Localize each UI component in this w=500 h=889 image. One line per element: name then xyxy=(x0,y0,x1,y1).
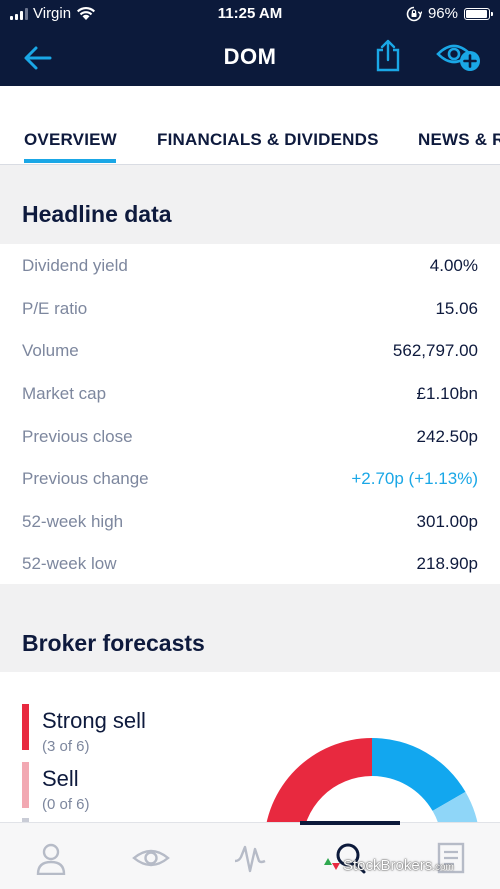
gauge-segment-0 xyxy=(264,738,372,836)
row-value: 562,797.00 xyxy=(392,341,478,360)
pulse-icon[interactable] xyxy=(233,841,267,875)
row-value: 301.00p xyxy=(416,512,478,531)
forecasts-title: Broker forecasts xyxy=(22,630,205,656)
orientation-lock-icon xyxy=(406,6,422,21)
row-label: P/E ratio xyxy=(22,299,88,318)
person-icon[interactable] xyxy=(34,841,68,875)
stockbrokers-watermark: StockBrokers.com xyxy=(323,856,454,874)
forecast-color-bar xyxy=(22,762,29,808)
tab-strip: OVERVIEW FINANCIALS & DIVIDENDS NEWS & R… xyxy=(0,86,500,165)
nav-bar: DOM xyxy=(0,28,500,86)
headline-row: 52-week high 301.00p xyxy=(0,500,500,542)
headline-row: Dividend yield 4.00% xyxy=(0,244,500,286)
row-value: £1.10bn xyxy=(416,384,478,403)
headline-row: Previous change +2.70p (+1.13%) xyxy=(0,457,500,499)
row-label: 52-week high xyxy=(22,512,124,531)
row-label: Previous close xyxy=(22,427,133,446)
watermark-text: StockBrokers xyxy=(343,857,433,874)
headline-row: Market cap £1.10bn xyxy=(0,372,500,414)
forecast-count: (0 of 6) xyxy=(42,796,90,813)
headline-row: P/E ratio 15.06 xyxy=(0,287,500,329)
page-title: DOM xyxy=(223,44,277,69)
status-left: Virgin xyxy=(10,5,96,22)
forecasts-section-header: Broker forecasts xyxy=(0,584,500,672)
signal-icon xyxy=(10,7,28,20)
forecast-color-bar xyxy=(22,704,29,750)
tab-news[interactable]: NEWS & RE xyxy=(418,130,500,149)
forecast-label: Sell xyxy=(42,766,79,791)
search-icon[interactable] xyxy=(333,841,367,875)
active-bottom-tab-indicator xyxy=(300,821,400,825)
headline-title: Headline data xyxy=(22,201,172,227)
tab-financials-dividends[interactable]: FINANCIALS & DIVIDENDS xyxy=(157,130,379,149)
row-label: Volume xyxy=(22,341,79,360)
eye-icon[interactable] xyxy=(132,841,170,875)
row-label: Dividend yield xyxy=(22,256,128,275)
status-time: 11:25 AM xyxy=(217,5,283,22)
stockbrokers-logo-icon xyxy=(324,858,340,870)
headline-row: 52-week low 218.90p xyxy=(0,542,500,584)
row-value: 4.00% xyxy=(429,256,478,275)
row-label: Market cap xyxy=(22,384,107,403)
headline-row: Previous close 242.50p xyxy=(0,415,500,457)
headline-section-header: Headline data xyxy=(0,165,500,244)
forecast-label: Strong sell xyxy=(42,708,146,733)
battery-icon xyxy=(464,7,493,20)
battery-percent: 96% xyxy=(427,5,458,22)
row-value: 218.90p xyxy=(416,554,478,573)
carrier-name: Virgin xyxy=(33,5,72,22)
bottom-tab-bar xyxy=(0,821,500,889)
active-tab-indicator xyxy=(24,159,116,163)
headline-row: Volume 562,797.00 xyxy=(0,329,500,371)
row-value: 242.50p xyxy=(416,427,478,446)
watermark-suffix: .com xyxy=(432,862,454,873)
document-icon[interactable] xyxy=(434,841,468,875)
row-label: 52-week low xyxy=(22,554,117,573)
forecast-count: (3 of 6) xyxy=(42,738,90,755)
status-right: 96% xyxy=(406,5,493,22)
row-value: 15.06 xyxy=(435,299,478,318)
tab-overview[interactable]: OVERVIEW xyxy=(24,130,117,149)
row-value-change: +2.70p (+1.13%) xyxy=(351,469,478,488)
status-bar: Virgin 11:25 AM 96% xyxy=(0,0,500,28)
row-label: Previous change xyxy=(22,469,149,488)
gauge-segment-1 xyxy=(372,738,466,811)
back-arrow-icon[interactable] xyxy=(22,44,54,72)
add-to-watchlist-icon[interactable] xyxy=(436,40,482,72)
wifi-icon xyxy=(77,6,96,20)
share-icon[interactable] xyxy=(374,38,402,72)
forecast-color-bar-next xyxy=(22,818,29,822)
